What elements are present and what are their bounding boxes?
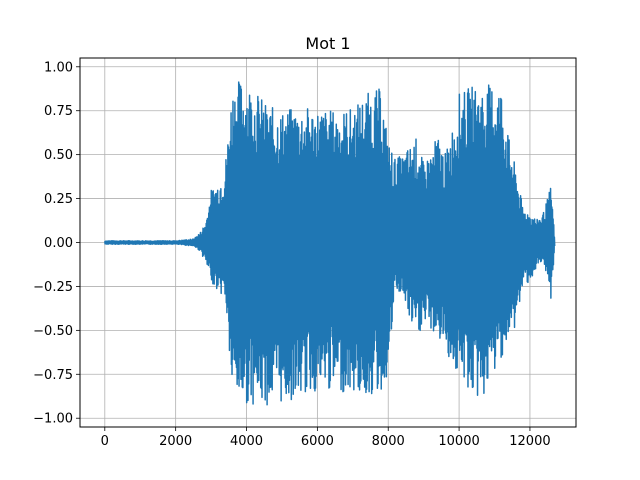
y-tick-label: 0.75 (44, 104, 73, 119)
x-tick-label: 10000 (438, 434, 479, 449)
x-tick-label: 6000 (301, 434, 334, 449)
x-tick-label: 2000 (159, 434, 192, 449)
y-tick-label: 0.25 (44, 192, 73, 207)
x-tick-label: 0 (101, 434, 109, 449)
series-layer (104, 81, 556, 406)
y-tick-label: 0.50 (44, 148, 73, 163)
ticks: 0 2000 4000 6000 8000 10000 12000 −1.00 −0.75 −0.… (33, 60, 550, 449)
y-tick-label: 0.00 (44, 236, 73, 251)
chart-title: Mot 1 (305, 34, 350, 53)
y-tick-label: −0.50 (33, 324, 73, 339)
y-tick-label: 1.00 (44, 60, 73, 75)
x-tick-label: 4000 (230, 434, 263, 449)
waveform-line (104, 81, 556, 406)
y-tick-label: −1.00 (33, 412, 73, 427)
x-tick-label: 8000 (372, 434, 405, 449)
x-tick-label: 12000 (509, 434, 550, 449)
y-tick-label: −0.75 (33, 368, 73, 383)
y-tick-label: −0.25 (33, 280, 73, 295)
